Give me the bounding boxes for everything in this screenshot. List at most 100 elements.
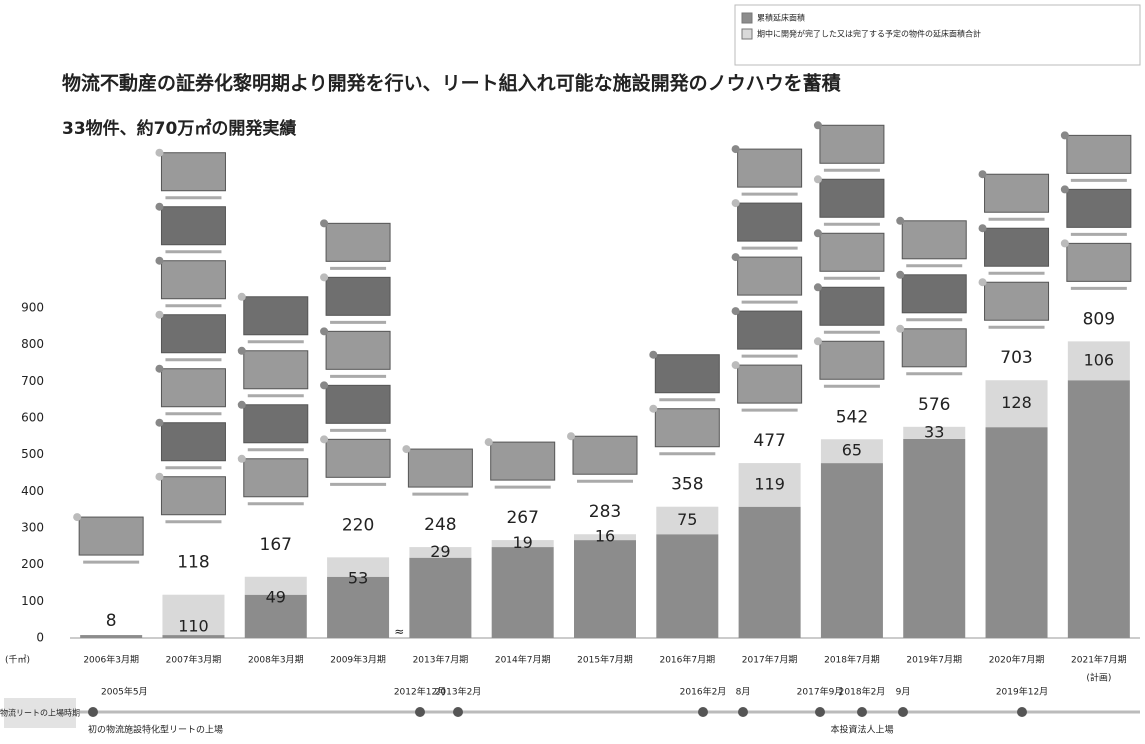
photo-dot [731, 145, 740, 154]
photo [819, 286, 885, 326]
segment-label: 106 [1084, 350, 1115, 369]
photo-dot [320, 273, 329, 282]
photo-dot [1060, 185, 1069, 194]
segment-label: 49 [266, 587, 286, 606]
bar-segment [409, 547, 472, 558]
photo-dot [155, 148, 164, 157]
segment-label: 128 [1001, 393, 1032, 412]
bar-segment [574, 534, 636, 541]
photo-dot [484, 438, 493, 447]
photo [243, 296, 309, 336]
bar-segment [656, 506, 719, 535]
total-label: 576 [918, 395, 950, 415]
bar-segment [1067, 380, 1130, 638]
segment-label: 19 [513, 533, 533, 552]
photo [160, 152, 226, 192]
photo [984, 173, 1050, 213]
photo-dot [813, 337, 822, 346]
photo-dot [978, 224, 987, 233]
total-label: 809 [1083, 309, 1115, 329]
bar-segment [244, 576, 307, 595]
timeline-dot [1017, 707, 1027, 717]
segment-label: 29 [430, 542, 450, 561]
photo-dot [896, 270, 905, 279]
total-label: 220 [342, 515, 374, 535]
bar-segment [738, 463, 801, 507]
photo [1066, 134, 1132, 174]
photo [78, 516, 144, 556]
x-tick-label: 2009年3月期 [330, 654, 386, 666]
photo-dot [813, 229, 822, 238]
y-tick-label: 300 [21, 521, 44, 535]
timeline-dot [857, 707, 867, 717]
photo [243, 458, 309, 498]
total-label: 118 [177, 553, 209, 573]
photo [160, 260, 226, 300]
photo [819, 124, 885, 164]
x-tick-label: 2019年7月期 [906, 654, 962, 666]
photo-dot [320, 381, 329, 390]
y-tick-label: 700 [21, 374, 44, 388]
photo-dot [731, 199, 740, 208]
photo-dot [155, 202, 164, 211]
photo-dot [402, 445, 411, 454]
legend-box [734, 4, 1141, 66]
photo [490, 441, 556, 481]
photo [901, 328, 967, 368]
photo-dot [567, 432, 575, 441]
total-label: 167 [260, 535, 292, 555]
y-tick-label: 100 [21, 594, 44, 608]
total-label: 477 [753, 431, 785, 451]
segment-label: 110 [178, 616, 209, 635]
photo-dot [237, 400, 246, 409]
bar-segment [985, 380, 1048, 428]
x-tick-label: 2014年7月期 [495, 654, 551, 666]
x-tick-label: 2018年7月期 [824, 654, 880, 666]
photo [243, 404, 309, 444]
x-tick-label: 2006年3月期 [83, 654, 139, 666]
timeline-dot [88, 707, 98, 717]
segment-label: 33 [924, 422, 944, 441]
photo [325, 438, 391, 478]
photo-dot [731, 361, 740, 370]
chart-title: 物流不動産の証券化黎明期より開発を行い、リート組入れ可能な施設開発のノウハウを蓄… [62, 72, 841, 95]
photo [243, 350, 309, 390]
photo [737, 256, 803, 296]
photo [1066, 242, 1132, 282]
photo [737, 364, 803, 404]
x-tick-label: 2017年7月期 [742, 654, 798, 666]
bar-segment [491, 547, 554, 638]
event-date: 2013年2月 [435, 686, 482, 698]
photo-dot [896, 216, 905, 225]
x-tick-label: 2007年3月期 [166, 654, 222, 666]
photo-dot [320, 219, 329, 228]
y-tick-label: 600 [21, 411, 44, 425]
legend-label: 累積延床面積 [757, 13, 805, 23]
photo-dot [155, 364, 164, 373]
photo-dot [978, 278, 987, 287]
bar-segment [820, 439, 883, 464]
x-tick-label: 2015年7月期 [577, 654, 633, 666]
bar-segment [80, 635, 143, 638]
timeline-label: 物流リートの上場時期 [0, 708, 80, 718]
photo [325, 330, 391, 370]
photo [819, 178, 885, 218]
photo [984, 227, 1050, 267]
bar-segment [162, 635, 225, 638]
timeline-dot [738, 707, 748, 717]
segment-label: 53 [348, 569, 368, 588]
bar-segment [820, 463, 883, 638]
event-note: 初の物流施設特化型リートの上場 [88, 724, 223, 736]
total-label: 267 [506, 508, 538, 528]
photo [654, 354, 720, 394]
event-date: 2019年12月 [996, 686, 1048, 698]
photo [572, 435, 638, 475]
event-note: 本投資法人上場 [830, 724, 893, 736]
y-tick-label: 200 [21, 557, 44, 571]
photo [160, 368, 226, 408]
photo-dot [237, 346, 246, 355]
photo [160, 422, 226, 462]
y-tick-label: 900 [21, 301, 44, 315]
plan-note: (計画) [1086, 672, 1111, 684]
